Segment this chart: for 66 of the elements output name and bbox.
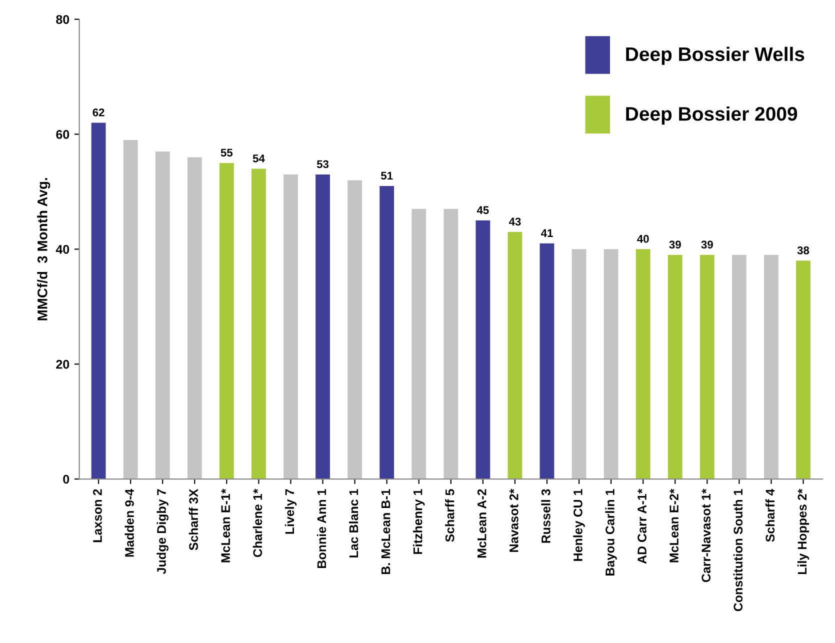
bar: [764, 254, 778, 480]
y-axis-title: MMCf/d 3 Month Avg.: [37, 178, 50, 320]
bar: [700, 254, 714, 480]
bar: [187, 157, 202, 480]
x-tick-label: Lively 7: [284, 489, 297, 534]
x-tick-label: Scharff 4: [765, 488, 775, 542]
data-label: 38: [797, 246, 810, 254]
x-tick-label: McLean E-2*: [670, 488, 678, 562]
y-tick-label: 40: [56, 244, 70, 254]
bar: [91, 122, 106, 480]
y-tick-label: 0: [63, 474, 70, 484]
data-label: 39: [701, 240, 713, 249]
bar: [284, 174, 298, 480]
x-tick-label: Fitzhenry 1: [413, 489, 425, 554]
bar: [252, 168, 266, 480]
data-label: 51: [381, 172, 393, 180]
bar: [668, 254, 682, 480]
x-tick-label: Laxson 2: [93, 489, 102, 542]
data-label: 53: [316, 160, 329, 168]
data-label: 40: [637, 234, 649, 243]
data-label: 39: [669, 240, 681, 249]
bar: [155, 151, 170, 480]
data-label: 41: [540, 229, 553, 237]
x-tick-label: Navasot 2*: [509, 488, 518, 552]
data-label: 45: [476, 206, 489, 214]
y-tick-label: 20: [56, 360, 70, 369]
x-tick-label: Henley CU 1: [573, 489, 585, 561]
bar: [604, 249, 618, 480]
bar: [540, 243, 554, 480]
x-tick-label: McLean E-1*: [221, 488, 230, 562]
legend-label: Deep Bossier Wells: [626, 46, 804, 65]
bar: [412, 208, 426, 480]
x-tick-label: B. McLean B-1: [381, 489, 390, 574]
x-tick-label: Scharff 3X: [188, 488, 198, 550]
bar: [476, 220, 490, 480]
bar: [219, 162, 234, 480]
x-tick-label: Charlene 1*: [252, 488, 262, 558]
data-label: 54: [252, 154, 265, 162]
x-tick-label: Bayou Carlin 1: [605, 489, 617, 576]
bar: [380, 186, 394, 480]
data-label: 55: [220, 148, 233, 157]
x-tick-label: Lac Blanc 1: [348, 489, 358, 558]
bar: [348, 180, 362, 480]
x-tick-label: Lily Hoppes 2*: [797, 488, 810, 574]
x-tick-label: Bonnie Ann 1: [316, 489, 326, 568]
x-tick-label: AD Carr A-1*: [638, 488, 646, 564]
bar: [508, 232, 522, 480]
y-tick-label: 80: [56, 15, 70, 24]
bar: [572, 249, 586, 480]
x-tick-label: Carr-Navasot 1*: [702, 488, 711, 582]
data-label: 62: [92, 108, 104, 116]
bar: [444, 208, 458, 480]
bar: [796, 260, 810, 480]
legend-label: Deep Bossier 2009: [626, 106, 798, 125]
y-tick-label: 60: [56, 130, 70, 139]
bar: [732, 254, 746, 480]
x-tick-label: Judge Digby 7: [156, 489, 168, 574]
x-tick-label: McLean A-2: [477, 489, 486, 558]
x-tick-label: Scharff 5: [445, 489, 454, 542]
bar: [123, 140, 138, 480]
x-tick-label: Russell 3: [541, 489, 550, 543]
bar: [316, 174, 330, 480]
x-tick-label: Madden 9-4: [124, 488, 134, 557]
data-label: 43: [508, 218, 521, 226]
bar: [636, 249, 650, 480]
x-tick-label: Constitution South 1: [733, 489, 743, 612]
